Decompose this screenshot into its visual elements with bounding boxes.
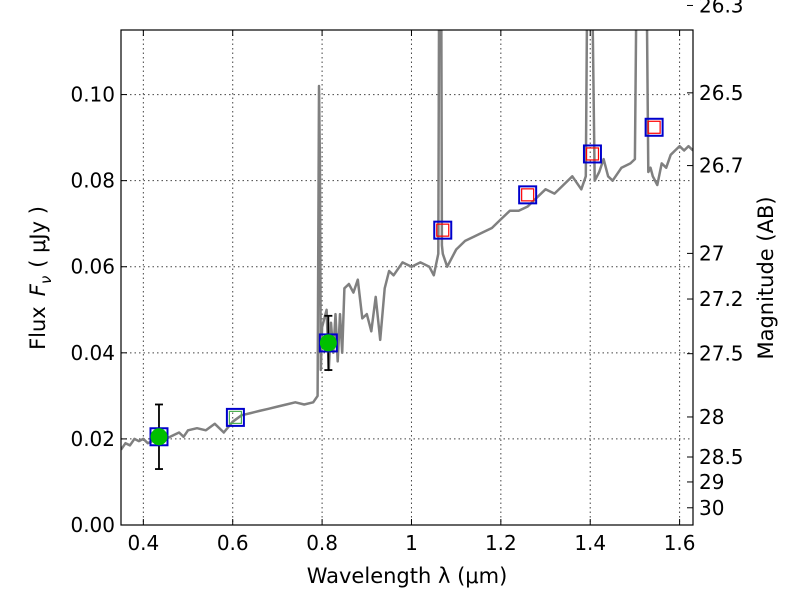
magnitude-tick-label: 28.5 (699, 445, 744, 469)
model-box-marker (433, 220, 453, 240)
model-box-marker (518, 185, 538, 205)
x-tick-label: 1 (405, 531, 418, 555)
y-tick-label: 0.08 (70, 169, 115, 193)
magnitude-tick-label: 26.3 (699, 0, 744, 17)
y-axis-label-prefix: Flux (26, 306, 50, 350)
inner-red-marker (521, 188, 535, 202)
magnitude-tick-label: 29 (699, 470, 724, 494)
x-axis-label: Wavelength λ (μm) (307, 564, 508, 588)
magnitude-tick-label: 30 (699, 496, 724, 520)
y-axis-label-symbol: F (26, 283, 50, 296)
model-box-marker (582, 144, 602, 164)
plot-area (121, 30, 693, 470)
plot-frame (120, 29, 694, 526)
magnitude-tick-label: 27.2 (699, 287, 744, 311)
photometry-point (319, 334, 337, 352)
x-tick-label: 1.2 (485, 531, 517, 555)
y-axis-label-subscript: ν (37, 276, 55, 284)
y-tick-label: 0.04 (70, 341, 115, 365)
magnitude-tick-label: 26.5 (699, 81, 744, 105)
y-tick-label: 0.00 (70, 513, 115, 537)
x-tick-label: 0.8 (306, 531, 338, 555)
axis-ticks: 0.4 0.6 0.8 1 1.2 1.4 1.6 0.00 0.02 0.04 0.06 0.08 0… (70, 0, 743, 555)
photometry-point (150, 428, 168, 446)
magnitude-axis-label: Magnitude (AB) (754, 196, 778, 359)
magnitude-tick-label: 26.7 (699, 154, 744, 178)
x-tick-label: 1.6 (664, 531, 696, 555)
model-box-marker (644, 117, 664, 137)
model-box-marker (225, 407, 245, 427)
x-tick-label: 1.4 (574, 531, 606, 555)
y-tick-label: 0.10 (70, 83, 115, 107)
spectrum-line (121, 30, 693, 451)
y-axis-label: Flux Fν ( μJy ) (26, 206, 55, 350)
inner-red-marker (436, 223, 450, 237)
magnitude-tick-label: 27.5 (699, 342, 744, 366)
x-tick-label: 0.6 (217, 531, 249, 555)
y-tick-label: 0.06 (70, 255, 115, 279)
x-tick-label: 0.4 (127, 531, 159, 555)
inner-red-marker (647, 120, 661, 134)
grid-lines (121, 30, 693, 525)
y-axis-label-unit: ( μJy ) (26, 206, 50, 268)
magnitude-tick-label: 28 (699, 405, 724, 429)
inner-red-marker (585, 147, 600, 161)
y-tick-label: 0.02 (70, 427, 115, 451)
magnitude-tick-label: 27 (699, 241, 724, 265)
inner-green-marker (228, 410, 242, 424)
